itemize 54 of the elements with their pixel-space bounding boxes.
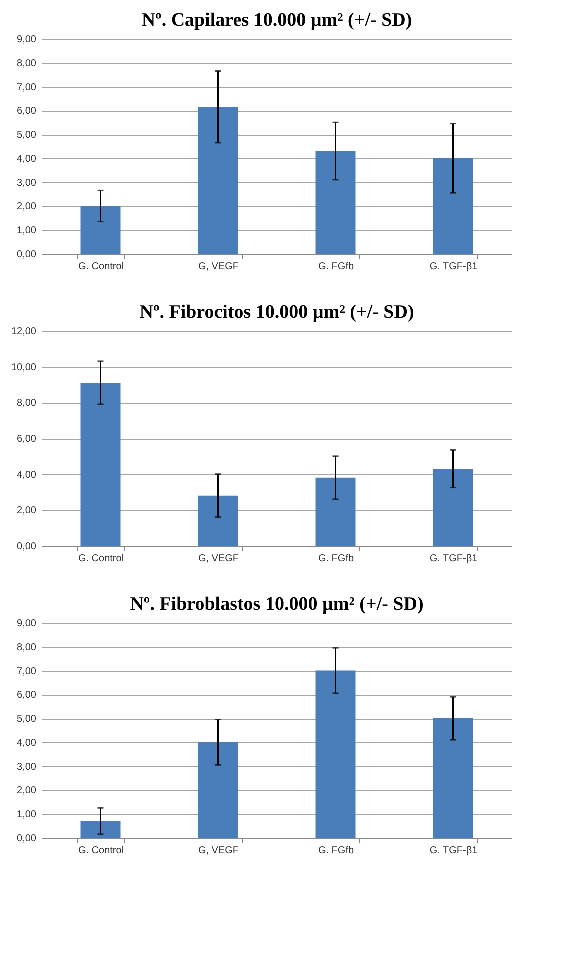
y-tick-label: 8,00 [17, 398, 37, 410]
y-tick-label: 2,00 [17, 786, 37, 797]
x-tick-label: G. Control [78, 262, 124, 272]
y-tick-label: 5,00 [17, 130, 37, 142]
x-tick-label: G. FGfb [318, 846, 354, 856]
x-tick-label: G, VEGF [198, 846, 240, 856]
y-tick-label: 4,00 [17, 154, 37, 165]
chart-title: Nº. Fibroblastos 10.000 µm² (+/- SD) [130, 594, 424, 615]
y-tick-label: 8,00 [17, 642, 37, 654]
y-tick-label: 0,00 [17, 542, 37, 552]
y-tick-label: 10,00 [11, 362, 37, 374]
y-tick-label: 6,00 [17, 434, 37, 445]
chart-title: Nº. Capilares 10.000 µm² (+/- SD) [142, 10, 412, 31]
y-tick-label: 0,00 [17, 250, 37, 260]
y-tick-label: 7,00 [17, 666, 37, 678]
y-tick-label: 4,00 [17, 738, 37, 749]
y-tick-label: 5,00 [17, 714, 37, 726]
y-tick-label: 3,00 [17, 178, 37, 189]
y-tick-label: 8,00 [17, 58, 37, 70]
bar [80, 206, 121, 254]
x-tick-label: G. TGF-β1 [430, 262, 478, 272]
bar [433, 468, 474, 546]
x-tick-label: G. FGfb [318, 554, 354, 564]
x-tick-label: G. FGfb [318, 262, 354, 272]
bar [80, 382, 121, 546]
x-tick-label: G, VEGF [198, 554, 240, 564]
bar [198, 496, 238, 546]
y-tick-label: 4,00 [17, 470, 37, 481]
bar [433, 158, 474, 254]
bar [316, 478, 356, 546]
y-tick-label: 1,00 [17, 226, 37, 237]
bar [316, 151, 356, 254]
chart-title: Nº. Fibrocitos 10.000 µm² (+/- SD) [140, 302, 414, 323]
y-tick-label: 9,00 [17, 618, 37, 630]
x-tick-label: G. Control [78, 846, 124, 856]
y-tick-label: 9,00 [17, 34, 37, 46]
y-tick-label: 6,00 [17, 106, 37, 118]
bar [198, 107, 238, 254]
y-tick-label: 7,00 [17, 82, 37, 94]
x-tick-label: G. Control [78, 554, 124, 564]
y-tick-label: 2,00 [17, 506, 37, 517]
x-tick-label: G. TGF-β1 [430, 846, 478, 856]
y-tick-label: 0,00 [17, 834, 37, 844]
y-tick-label: 1,00 [17, 810, 37, 821]
x-tick-label: G. TGF-β1 [430, 554, 478, 564]
x-tick-label: G, VEGF [198, 262, 240, 272]
y-tick-label: 3,00 [17, 762, 37, 773]
bar [433, 718, 474, 838]
y-tick-label: 2,00 [17, 202, 37, 213]
y-tick-label: 12,00 [11, 326, 37, 338]
bar [80, 821, 121, 838]
y-tick-label: 6,00 [17, 690, 37, 702]
bar [198, 742, 238, 838]
bar [316, 670, 356, 838]
